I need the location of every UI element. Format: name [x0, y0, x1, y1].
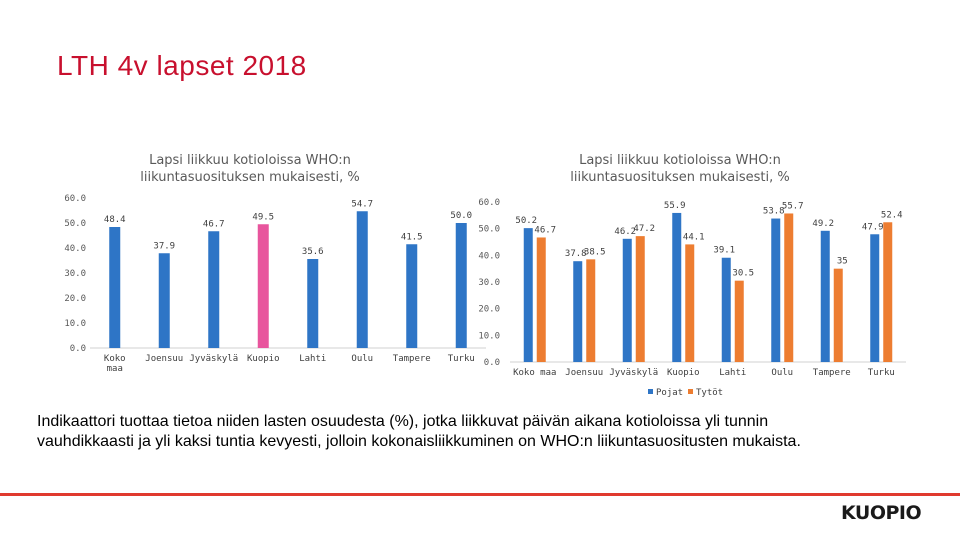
bar [356, 211, 368, 348]
data-label: 46.2 [614, 227, 636, 237]
bar [307, 259, 319, 348]
data-label: 37.9 [153, 241, 175, 251]
accent-line [0, 493, 960, 496]
x-tick-label: Jyväskylä [189, 354, 238, 364]
x-tick-label: Koko maa [513, 368, 556, 378]
description-text: Indikaattori tuottaa tietoa niiden laste… [37, 413, 801, 450]
data-label: 35 [837, 257, 848, 267]
y-tick-label: 50.0 [478, 225, 500, 235]
data-label: 44.1 [683, 232, 705, 242]
chart1-title: Lapsi liikkuu kotioloissa WHO:n liikunta… [100, 152, 400, 186]
x-tick-label: Jyväskylä [609, 368, 658, 378]
kuopio-logo: KUOPIO [841, 502, 922, 524]
bar [406, 244, 418, 348]
y-tick-label: 40.0 [64, 244, 86, 254]
y-tick-label: 60.0 [64, 194, 86, 204]
bar-tytot [784, 213, 794, 362]
x-tick-label: Oulu [351, 354, 373, 364]
data-label: 48.4 [104, 215, 126, 225]
bar [455, 223, 467, 348]
chart2-title: Lapsi liikkuu kotioloissa WHO:n liikunta… [530, 152, 830, 186]
x-tick-label: maa [107, 364, 123, 374]
y-tick-label: 10.0 [64, 319, 86, 329]
data-label: 55.9 [664, 201, 686, 211]
x-tick-label: Lahti [719, 368, 746, 378]
data-label: 52.4 [881, 210, 903, 220]
bar-tytot [685, 244, 695, 362]
bar [257, 224, 269, 348]
data-label: 46.7 [534, 225, 556, 235]
data-label: 54.7 [351, 199, 373, 209]
y-tick-label: 40.0 [478, 251, 500, 261]
chart2-svg: 0.0 10.0 20.0 30.0 40.0 50.0 60.0 50.246.7 Koko … [478, 198, 906, 398]
bar-tytot [833, 268, 843, 362]
slide-title: LTH 4v lapset 2018 [57, 50, 307, 81]
data-label: 50.0 [450, 211, 472, 221]
y-tick-label: 30.0 [478, 278, 500, 288]
x-tick-label: Kuopio [247, 354, 280, 364]
chart1-title-line2: liikuntasuosituksen mukaisesti, % [140, 170, 360, 185]
chart2-title-line2: liikuntasuosituksen mukaisesti, % [570, 170, 790, 185]
bar [109, 227, 121, 348]
data-label: 37.8 [565, 249, 587, 259]
data-label: 30.5 [732, 269, 754, 279]
legend-label: Pojat [656, 388, 683, 398]
bar-tytot [586, 259, 596, 362]
data-label: 49.2 [812, 219, 834, 229]
bar [158, 253, 170, 348]
data-label: 55.7 [782, 201, 804, 211]
y-tick-label: 0.0 [70, 344, 86, 354]
bar-pojat [523, 228, 533, 362]
data-label: 49.5 [252, 212, 274, 222]
data-label: 46.7 [203, 219, 225, 229]
data-label: 39.1 [713, 246, 735, 256]
bar-pojat [771, 218, 781, 362]
x-tick-label: Turku [868, 368, 895, 378]
y-tick-label: 0.0 [484, 358, 500, 368]
bar [208, 231, 220, 348]
data-label: 38.5 [584, 247, 606, 257]
y-tick-label: 10.0 [478, 331, 500, 341]
y-tick-label: 20.0 [64, 294, 86, 304]
x-tick-label: Joensuu [565, 368, 603, 378]
x-tick-label: Turku [448, 354, 475, 364]
bar-pojat [721, 257, 731, 362]
data-label: 47.9 [862, 222, 884, 232]
bar-pojat [870, 234, 880, 362]
x-tick-label: Tampere [393, 354, 431, 364]
chart2-title-line1: Lapsi liikkuu kotioloissa WHO:n [579, 153, 781, 168]
data-label: 50.2 [515, 216, 537, 226]
bar-pojat [622, 238, 632, 362]
bar-pojat [672, 212, 682, 362]
bar-tytot [734, 280, 744, 362]
legend-swatch [688, 389, 693, 394]
data-label: 41.5 [401, 232, 423, 242]
legend-label: Tytöt [696, 388, 723, 398]
bar-pojat [820, 230, 830, 362]
y-tick-label: 50.0 [64, 219, 86, 229]
legend-swatch [648, 389, 653, 394]
y-tick-label: 60.0 [478, 198, 500, 208]
x-tick-label: Joensuu [145, 354, 183, 364]
bar-pojat [573, 261, 583, 362]
x-tick-label: Oulu [771, 368, 793, 378]
x-tick-label: Lahti [299, 354, 326, 364]
bar-tytot [883, 222, 893, 362]
y-tick-label: 20.0 [478, 305, 500, 315]
x-tick-label: Tampere [813, 368, 851, 378]
chart1-title-line1: Lapsi liikkuu kotioloissa WHO:n [149, 153, 351, 168]
bar-tytot [635, 236, 645, 362]
x-tick-label: Kuopio [667, 368, 700, 378]
data-label: 53.8 [763, 207, 785, 217]
x-tick-label: Koko [104, 354, 126, 364]
bar-tytot [536, 237, 546, 362]
data-label: 47.2 [633, 224, 655, 234]
y-tick-label: 30.0 [64, 269, 86, 279]
data-label: 35.6 [302, 247, 324, 257]
